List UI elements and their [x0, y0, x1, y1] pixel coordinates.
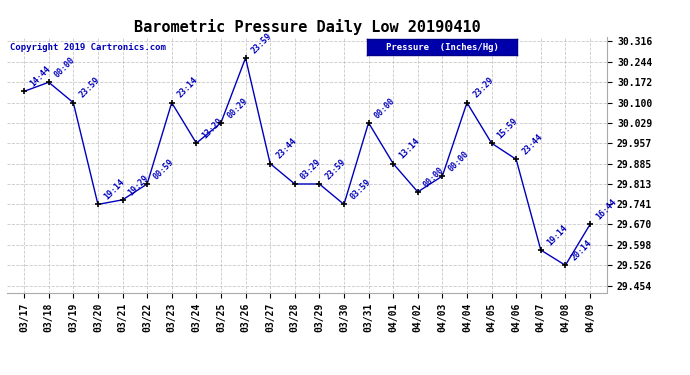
Text: 19:14: 19:14 [545, 223, 569, 247]
Text: 03:59: 03:59 [348, 178, 372, 202]
Text: 23:59: 23:59 [250, 31, 274, 55]
Text: 00:00: 00:00 [422, 165, 446, 189]
Text: 00:00: 00:00 [446, 149, 471, 173]
Text: 14:44: 14:44 [28, 64, 52, 88]
Text: 19:29: 19:29 [127, 173, 150, 197]
Text: 23:44: 23:44 [275, 137, 298, 161]
Text: 23:14: 23:14 [176, 76, 200, 100]
Text: 13:14: 13:14 [397, 137, 422, 161]
Text: 00:00: 00:00 [373, 96, 397, 120]
Text: 23:59: 23:59 [77, 76, 101, 100]
Text: 19:14: 19:14 [102, 178, 126, 202]
Text: 00:59: 00:59 [151, 157, 175, 181]
Text: Copyright 2019 Cartronics.com: Copyright 2019 Cartronics.com [10, 43, 166, 52]
Text: 03:29: 03:29 [299, 157, 323, 181]
Text: 23:29: 23:29 [471, 76, 495, 100]
Text: 13:29: 13:29 [201, 116, 224, 140]
Text: 23:59: 23:59 [324, 157, 348, 181]
Text: 16:44: 16:44 [594, 198, 618, 222]
Title: Barometric Pressure Daily Low 20190410: Barometric Pressure Daily Low 20190410 [134, 19, 480, 35]
Text: 15:59: 15:59 [495, 116, 520, 140]
Text: 00:29: 00:29 [225, 96, 249, 120]
Text: 00:00: 00:00 [53, 56, 77, 80]
Text: 20:14: 20:14 [569, 238, 593, 262]
Text: 23:44: 23:44 [520, 132, 544, 156]
